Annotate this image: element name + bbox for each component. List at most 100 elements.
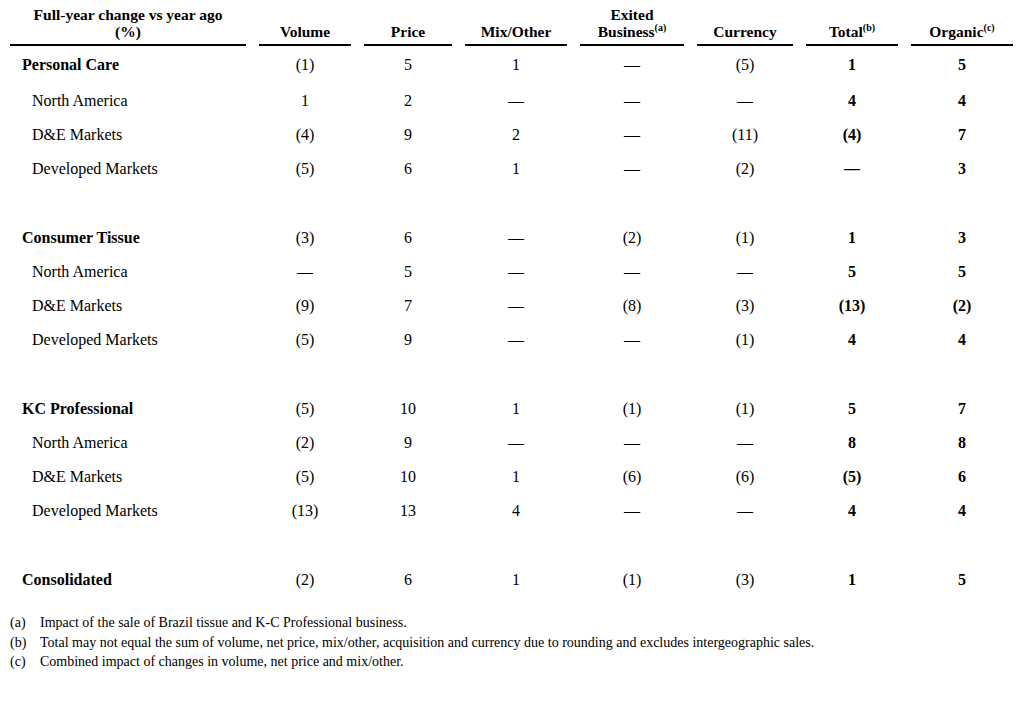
value-cell: —	[580, 84, 684, 118]
section-spacer	[10, 357, 1013, 392]
value-cell-total: 5	[806, 392, 898, 426]
value-cell: —	[580, 46, 684, 84]
value-cell-organic: 3	[911, 221, 1013, 255]
footnotes: (a) Impact of the sale of Brazil tissue …	[2, 613, 1035, 672]
value-cell: (1)	[697, 221, 793, 255]
value-cell-organic: 6	[911, 460, 1013, 494]
col-header-mix-other: Mix/Other	[465, 6, 567, 46]
value-cell: —	[580, 118, 684, 152]
value-cell: (6)	[580, 460, 684, 494]
value-cell-organic: 5	[911, 46, 1013, 84]
value-cell: (11)	[697, 118, 793, 152]
value-cell: 6	[364, 563, 452, 597]
value-cell: —	[259, 255, 351, 289]
value-cell-total: —	[806, 152, 898, 186]
row-label: North America	[10, 426, 246, 460]
row-label: North America	[10, 84, 246, 118]
table-header-row: Full-year change vs year ago (%) Volume …	[10, 6, 1013, 46]
value-cell-organic: 5	[911, 255, 1013, 289]
value-cell: 1	[465, 563, 567, 597]
value-cell: 5	[364, 46, 452, 84]
footnote-b: (b) Total may not equal the sum of volum…	[10, 633, 1035, 653]
value-cell: 7	[364, 289, 452, 323]
value-cell: (4)	[259, 118, 351, 152]
col-header-volume: Volume	[259, 6, 351, 46]
value-cell: (2)	[580, 221, 684, 255]
value-cell: 10	[364, 460, 452, 494]
value-cell: 1	[465, 460, 567, 494]
value-cell-total: (13)	[806, 289, 898, 323]
value-cell: —	[580, 255, 684, 289]
row-label: KC Professional	[10, 392, 246, 426]
value-cell: —	[580, 152, 684, 186]
table-row-kc-professional: KC Professional (5) 10 1 (1) (1) 5 7	[10, 392, 1013, 426]
footnote-text: Total may not equal the sum of volume, n…	[40, 633, 1035, 653]
value-cell: 2	[465, 118, 567, 152]
row-label: Developed Markets	[10, 323, 246, 357]
table-row-personal-care: Personal Care (1) 5 1 — (5) 1 5	[10, 46, 1013, 84]
table-row-consolidated: Consolidated (2) 6 1 (1) (3) 1 5	[10, 563, 1013, 597]
table-row-de-markets: D&E Markets (4) 9 2 — (11) (4) 7	[10, 118, 1013, 152]
value-cell: (5)	[259, 392, 351, 426]
value-cell: (2)	[259, 426, 351, 460]
value-cell: (9)	[259, 289, 351, 323]
footnote-ref-b: (b)	[863, 22, 875, 33]
value-cell: 9	[364, 118, 452, 152]
value-cell: —	[697, 84, 793, 118]
value-cell: (8)	[580, 289, 684, 323]
table-row-north-america: North America — 5 — — — 5 5	[10, 255, 1013, 289]
footnote-marker: (a)	[10, 613, 40, 633]
value-cell: —	[465, 426, 567, 460]
value-cell: 1	[465, 152, 567, 186]
col-header-exited-business: Exited Business(a)	[580, 6, 684, 46]
value-cell: —	[465, 255, 567, 289]
value-cell: —	[465, 221, 567, 255]
value-cell: (1)	[580, 563, 684, 597]
value-cell: (5)	[259, 460, 351, 494]
value-cell-total: (4)	[806, 118, 898, 152]
table-row-developed-markets: Developed Markets (5) 9 — — (1) 4 4	[10, 323, 1013, 357]
col-header-row-title: Full-year change vs year ago (%)	[10, 6, 246, 46]
table-row-de-markets: D&E Markets (5) 10 1 (6) (6) (5) 6	[10, 460, 1013, 494]
table-row-north-america: North America (2) 9 — — — 8 8	[10, 426, 1013, 460]
table-row-developed-markets: Developed Markets (5) 6 1 — (2) — 3	[10, 152, 1013, 186]
value-cell: (3)	[697, 289, 793, 323]
value-cell-total: (5)	[806, 460, 898, 494]
value-cell: (13)	[259, 494, 351, 528]
section-spacer	[10, 528, 1013, 563]
value-cell: 1	[259, 84, 351, 118]
row-label: Developed Markets	[10, 494, 246, 528]
value-cell-total: 8	[806, 426, 898, 460]
value-cell-total: 5	[806, 255, 898, 289]
section-spacer	[10, 186, 1013, 221]
value-cell: (1)	[259, 46, 351, 84]
value-cell-organic: 4	[911, 323, 1013, 357]
value-cell-total: 1	[806, 563, 898, 597]
value-cell: (3)	[259, 221, 351, 255]
value-cell: (5)	[259, 323, 351, 357]
value-cell: —	[580, 323, 684, 357]
col-header-organic: Organic(c)	[911, 6, 1013, 46]
value-cell: —	[697, 494, 793, 528]
value-cell-organic: 7	[911, 118, 1013, 152]
value-cell: 4	[465, 494, 567, 528]
table-row-de-markets: D&E Markets (9) 7 — (8) (3) (13) (2)	[10, 289, 1013, 323]
value-cell: 9	[364, 426, 452, 460]
value-cell-total: 4	[806, 84, 898, 118]
row-label: Developed Markets	[10, 152, 246, 186]
value-cell: (6)	[697, 460, 793, 494]
value-cell: —	[465, 323, 567, 357]
value-cell: 6	[364, 152, 452, 186]
footnote-a: (a) Impact of the sale of Brazil tissue …	[10, 613, 1035, 633]
value-cell: (5)	[697, 46, 793, 84]
row-label: North America	[10, 255, 246, 289]
footnote-text: Combined impact of changes in volume, ne…	[40, 652, 1035, 672]
value-cell: (2)	[259, 563, 351, 597]
table-row-north-america: North America 1 2 — — — 4 4	[10, 84, 1013, 118]
page-root: Full-year change vs year ago (%) Volume …	[0, 0, 1035, 672]
row-label: Personal Care	[10, 46, 246, 84]
col-header-total: Total(b)	[806, 6, 898, 46]
value-cell-organic: 8	[911, 426, 1013, 460]
value-cell: (1)	[580, 392, 684, 426]
value-cell-organic: 4	[911, 84, 1013, 118]
